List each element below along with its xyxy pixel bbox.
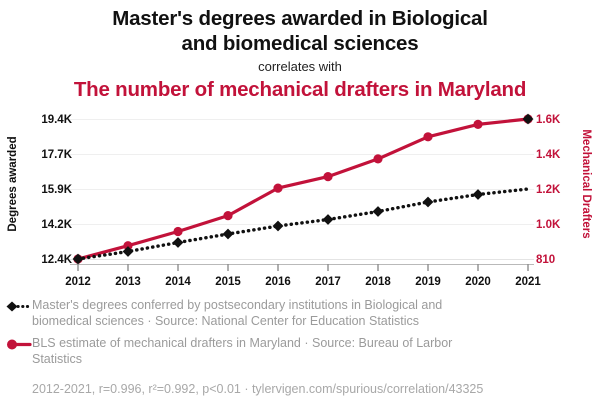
legend-item-mechanical-drafters: BLS estimate of mechanical drafters in M… xyxy=(4,336,596,367)
circle-solid-marker xyxy=(4,337,32,352)
legend-label-masters-line1: Master's degrees conferred by postsecond… xyxy=(32,298,443,312)
page-title: Master's degrees awarded in Biological a… xyxy=(0,0,600,56)
x-tick-2021: 2021 xyxy=(515,276,541,288)
x-tick-2019: 2019 xyxy=(415,276,441,288)
legend-label-masters-line2: biomedical sciences · Source: National C… xyxy=(32,313,419,328)
chart-area: Degrees awarded Mechanical Drafters 12.4… xyxy=(0,104,600,294)
y-tick-right-2: 1.2K xyxy=(536,184,561,196)
plot-svg xyxy=(70,113,534,271)
diamond-dotted-marker xyxy=(4,299,32,314)
gridlines xyxy=(70,119,534,260)
chart-titles: Master's degrees awarded in Biological a… xyxy=(0,0,600,103)
legend-label-drafters-line2: Statistics xyxy=(32,351,83,366)
chart-legend: Master's degrees conferred by postsecond… xyxy=(4,298,596,374)
x-tick-2016: 2016 xyxy=(265,276,291,288)
x-axis xyxy=(70,264,534,271)
x-tick-2015: 2015 xyxy=(215,276,241,288)
y-tick-right-1: 1.0K xyxy=(536,219,561,231)
page-title-line1: Master's degrees awarded in Biological xyxy=(112,7,488,30)
legend-item-masters-degrees: Master's degrees conferred by postsecond… xyxy=(4,298,596,329)
y-tick-left-3: 17.7K xyxy=(41,149,72,161)
y-tick-right-0: 810 xyxy=(536,254,556,266)
legend-label-masters-degrees: Master's degrees conferred by postsecond… xyxy=(32,298,442,329)
page-subtitle: The number of mechanical drafters in Mar… xyxy=(73,78,527,101)
y-tick-left-4: 19.4K xyxy=(41,114,72,126)
page-title-line2: and biomedical sciences xyxy=(181,32,419,55)
x-tick-2017: 2017 xyxy=(315,276,341,288)
x-tick-2014: 2014 xyxy=(165,276,191,288)
legend-label-drafters-line1: BLS estimate of mechanical drafters in M… xyxy=(32,336,453,350)
y-tick-left-0: 12.4K xyxy=(41,254,72,266)
x-tick-2020: 2020 xyxy=(465,276,491,288)
y-tick-right-3: 1.4K xyxy=(536,149,561,161)
correlates-with-label: correlates with xyxy=(258,59,342,74)
x-tick-2013: 2013 xyxy=(115,276,141,288)
legend-label-mechanical-drafters: BLS estimate of mechanical drafters in M… xyxy=(32,336,452,367)
y-tick-right-4: 1.6K xyxy=(536,114,561,126)
x-tick-2018: 2018 xyxy=(365,276,391,288)
x-tick-2012: 2012 xyxy=(65,276,91,288)
footer-stats: 2012-2021, r=0.996, r²=0.992, p<0.01 · t… xyxy=(32,382,484,396)
y-tick-left-2: 15.9K xyxy=(41,184,72,196)
y-tick-left-1: 14.2K xyxy=(41,219,72,231)
